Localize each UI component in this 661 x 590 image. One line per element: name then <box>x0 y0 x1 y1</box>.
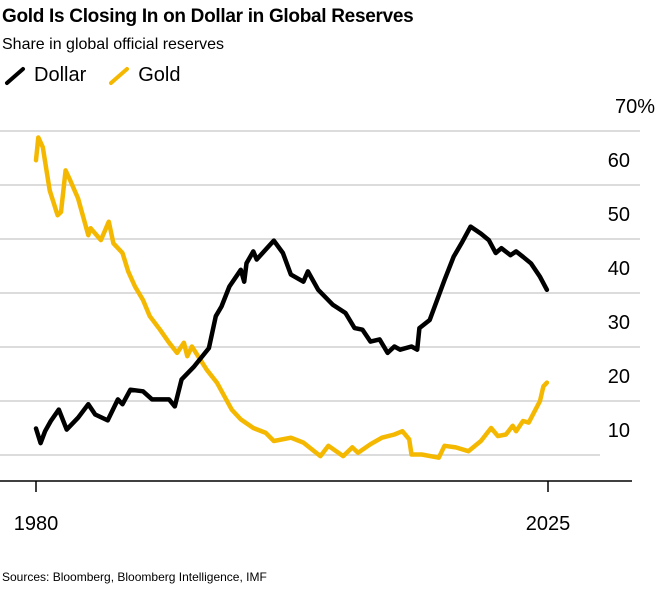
x-tick-label: 2025 <box>526 513 571 535</box>
series-lines <box>33 135 550 460</box>
y-tick-label: 50 <box>608 204 630 226</box>
legend-swatch-dollar <box>5 66 25 85</box>
chart-subtitle: Share in global official reserves <box>2 36 225 53</box>
legend: Dollar Gold <box>4 64 203 87</box>
legend-label-dollar: Dollar <box>34 64 87 86</box>
x-axis: 1980 2025 <box>14 481 571 535</box>
legend-item-dollar: Dollar <box>4 64 86 87</box>
gridlines <box>0 130 640 456</box>
y-tick-label: 10 <box>608 420 630 442</box>
chart-title: Gold Is Closing In on Dollar in Global R… <box>2 6 414 27</box>
legend-item-gold: Gold <box>108 64 181 87</box>
y-axis-labels: 70% 60 50 40 30 20 10 <box>608 96 655 442</box>
series-line-dollar <box>33 224 550 446</box>
x-tick-label: 1980 <box>14 513 59 535</box>
y-tick-label: 20 <box>608 366 630 388</box>
y-tick-label: 60 <box>608 150 630 172</box>
source-note: Sources: Bloomberg, Bloomberg Intelligen… <box>2 570 267 584</box>
legend-label-gold: Gold <box>138 64 181 86</box>
legend-swatch-gold <box>109 66 130 85</box>
series-line-gold <box>33 135 550 460</box>
y-tick-label: 40 <box>608 258 630 280</box>
y-tick-label: 30 <box>608 312 630 334</box>
y-tick-label: 70% <box>615 96 655 118</box>
